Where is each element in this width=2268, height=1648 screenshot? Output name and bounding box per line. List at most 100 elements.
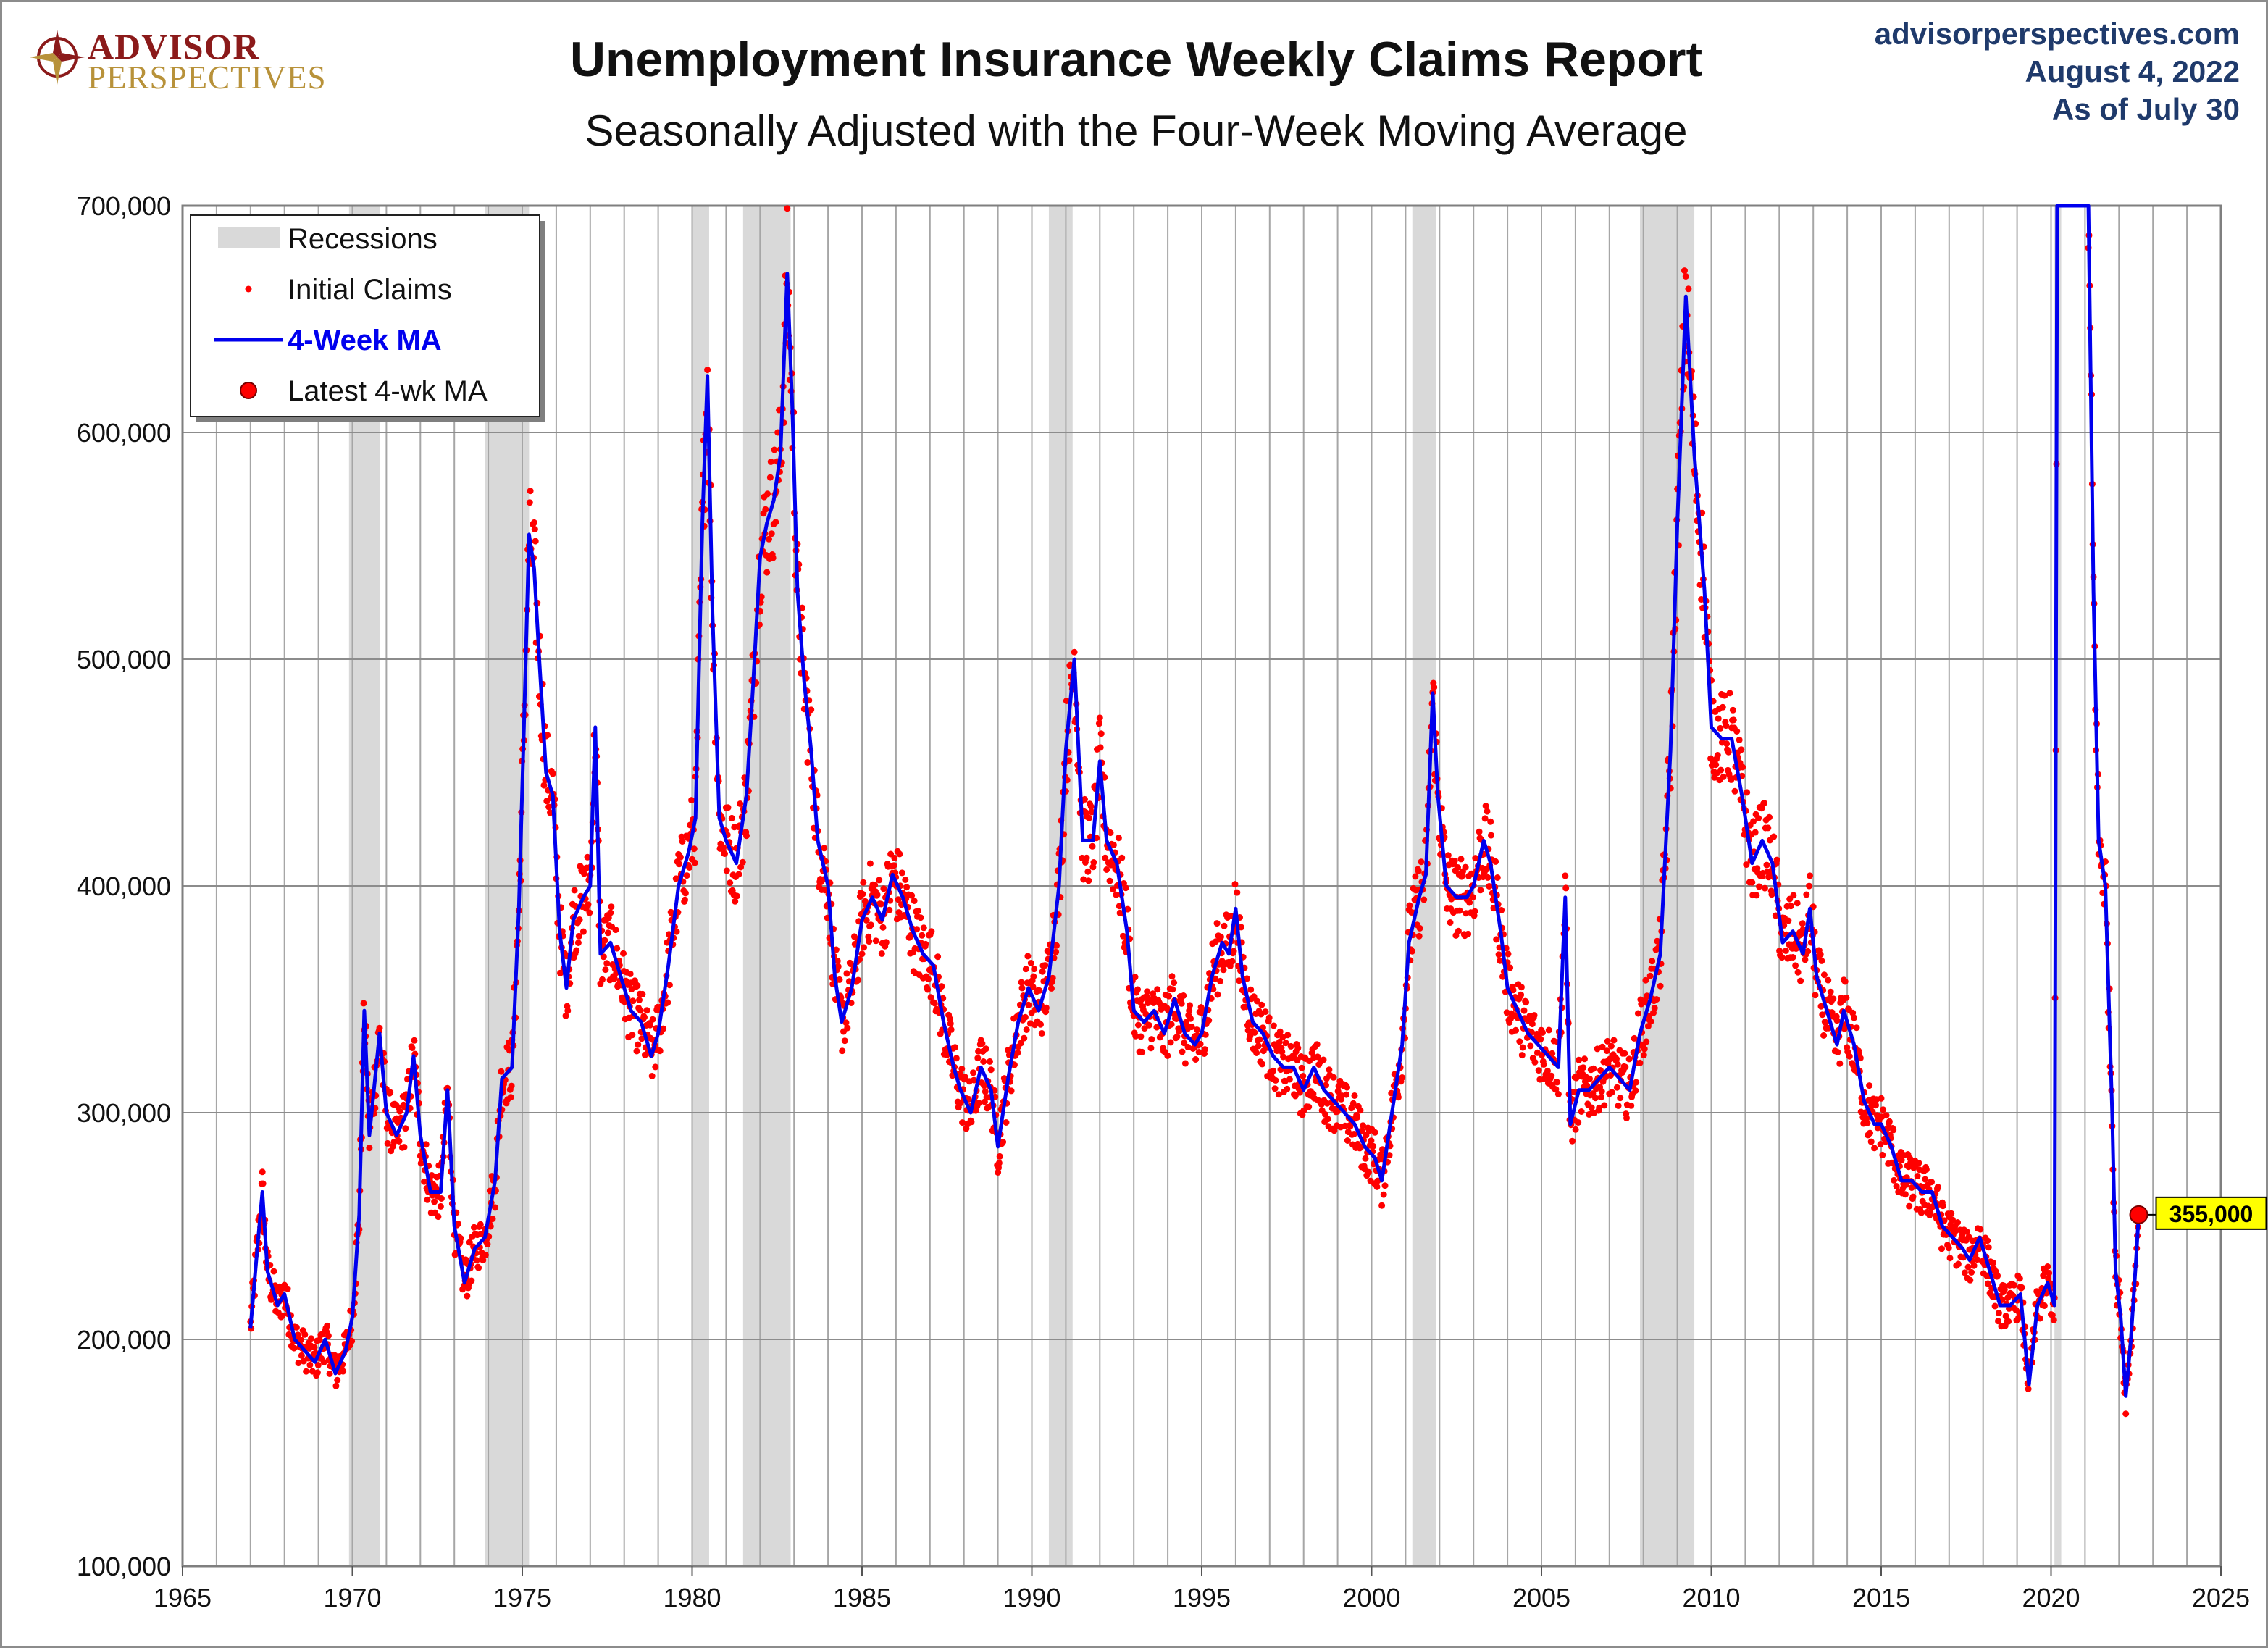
initial-claims-dot [417, 1160, 424, 1167]
initial-claims-dot [928, 928, 935, 935]
initial-claims-dot [1000, 1139, 1007, 1145]
initial-claims-dot [1134, 986, 1141, 993]
initial-claims-dot [290, 1344, 298, 1352]
initial-claims-dot [482, 1252, 489, 1258]
initial-claims-dot [1164, 1052, 1171, 1059]
initial-claims-dot [1027, 960, 1034, 966]
initial-claims-dot [1493, 936, 1500, 943]
initial-claims-dot [1022, 966, 1029, 973]
initial-claims-dot [1030, 973, 1037, 980]
initial-claims-dot [396, 1108, 403, 1115]
initial-claims-dot [259, 1180, 267, 1187]
initial-claims-dot [1544, 1067, 1551, 1074]
initial-claims-dot [1021, 1013, 1029, 1021]
initial-claims-dot [1145, 1021, 1152, 1029]
initial-claims-dot [673, 928, 680, 935]
initial-claims-dot [1083, 854, 1090, 861]
initial-claims-dot [922, 940, 929, 948]
initial-claims-dot [1195, 1049, 1202, 1055]
initial-claims-dot [1184, 1043, 1192, 1050]
initial-claims-dot [1270, 1067, 1276, 1074]
latest-callout-label: 355,000 [2169, 1201, 2254, 1227]
initial-claims-dot [660, 1025, 667, 1032]
initial-claims-dot [1154, 986, 1161, 993]
initial-claims-dot [1961, 1269, 1968, 1276]
initial-claims-dot [601, 937, 608, 944]
initial-claims-dot [1031, 966, 1038, 973]
initial-claims-dot [1733, 728, 1741, 735]
initial-claims-dot [1197, 1040, 1204, 1047]
initial-claims-dot [1995, 1310, 2002, 1317]
initial-claims-dot [1939, 1202, 1946, 1210]
initial-claims-dot [1330, 1074, 1337, 1081]
initial-claims-dot [1696, 582, 1704, 588]
initial-claims-dot [1552, 1086, 1560, 1093]
initial-claims-dot [638, 1035, 645, 1042]
initial-claims-dot [1540, 1061, 1547, 1068]
initial-claims-dot [532, 538, 539, 545]
initial-claims-dot [1592, 1095, 1599, 1102]
initial-claims-dot [579, 928, 587, 935]
y-tick-label: 400,000 [77, 871, 171, 901]
initial-claims-dot [1420, 896, 1428, 903]
initial-claims-dot [1578, 1108, 1585, 1115]
initial-claims-dot [1641, 1045, 1648, 1053]
initial-claims-dot [1744, 789, 1751, 796]
initial-claims-dot [629, 1032, 636, 1039]
initial-claims-dot [507, 1094, 514, 1101]
initial-claims-dot [316, 1337, 323, 1344]
initial-claims-dot [1247, 986, 1255, 993]
initial-claims-dot [1409, 948, 1415, 955]
initial-claims-dot [1755, 815, 1762, 821]
site-url[interactable]: advisorperspectives.com [1874, 17, 2240, 51]
initial-claims-dot [473, 1257, 480, 1264]
initial-claims-dot [1331, 1127, 1338, 1134]
initial-claims-dot [1214, 991, 1221, 998]
initial-claims-dot [332, 1382, 340, 1389]
initial-claims-dot [925, 976, 932, 983]
initial-claims-dot [585, 901, 592, 908]
initial-claims-dot [376, 1024, 383, 1032]
initial-claims-dot [1357, 1107, 1364, 1114]
initial-claims-dot [1153, 1024, 1160, 1031]
initial-claims-dot [974, 1055, 982, 1062]
initial-claims-dot [484, 1241, 491, 1247]
initial-claims-dot [1739, 764, 1746, 771]
initial-claims-dot [1063, 698, 1070, 704]
initial-claims-dot [739, 858, 746, 866]
initial-claims-dot [1113, 891, 1120, 898]
initial-claims-dot [866, 860, 874, 867]
initial-claims-dot [1625, 1055, 1633, 1063]
initial-claims-dot [1872, 1102, 1879, 1109]
initial-claims-dot [1284, 1085, 1291, 1092]
initial-claims-dot [727, 879, 734, 887]
initial-claims-dot [683, 872, 690, 879]
initial-claims-dot [2011, 1281, 2017, 1289]
initial-claims-dot [1354, 1113, 1361, 1121]
initial-claims-dot [1147, 1045, 1155, 1052]
chart-subtitle: Seasonally Adjusted with the Four-Week M… [585, 106, 1688, 155]
initial-claims-dot [867, 921, 874, 929]
initial-claims-dot [1818, 957, 1825, 964]
initial-claims-dot [2045, 1275, 2052, 1282]
initial-claims-dot [326, 1371, 333, 1377]
x-tick-label: 2015 [1852, 1583, 1910, 1613]
initial-claims-dot [886, 906, 893, 913]
initial-claims-dot [360, 1000, 367, 1007]
initial-claims-dot [1287, 1042, 1294, 1050]
initial-claims-dot [1115, 835, 1122, 842]
initial-claims-dot [1763, 861, 1770, 869]
initial-claims-dot [1381, 1182, 1389, 1189]
initial-claims-dot [919, 932, 926, 939]
initial-claims-dot [1756, 883, 1762, 890]
x-tick-label: 2010 [1682, 1583, 1740, 1613]
initial-claims-dot [1723, 722, 1730, 729]
initial-claims-dot [1871, 1145, 1878, 1152]
initial-claims-dot [1488, 832, 1494, 839]
initial-claims-dot [1576, 1056, 1583, 1063]
initial-claims-dot [1179, 1048, 1186, 1055]
x-tick-label: 1965 [154, 1583, 212, 1613]
initial-claims-dot [766, 474, 774, 481]
initial-claims-dot [1768, 891, 1775, 898]
initial-claims-dot [1023, 1026, 1030, 1033]
